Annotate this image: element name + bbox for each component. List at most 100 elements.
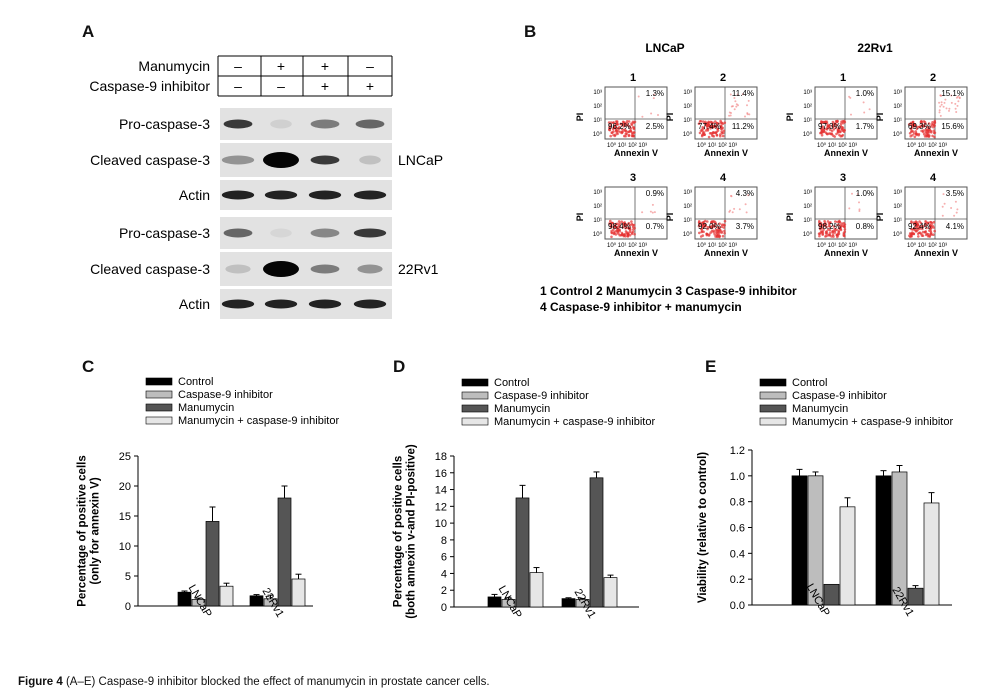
- flow-event: [827, 224, 831, 228]
- quadrant-value: 4.1%: [946, 222, 964, 231]
- flow-x-label: Annexin V: [614, 248, 658, 258]
- flow-event: [924, 128, 927, 132]
- legend-swatch: [759, 391, 787, 400]
- flow-event: [714, 222, 718, 226]
- flow-event: [624, 226, 627, 230]
- flow-event: [607, 121, 611, 124]
- bar: [177, 591, 192, 607]
- flow-event: [709, 132, 713, 135]
- flow-event: [706, 225, 710, 229]
- flow-x-label: Annexin V: [824, 248, 868, 258]
- flow-event: [925, 226, 928, 230]
- y-tick-label: 14: [435, 485, 447, 497]
- flow-event: [940, 101, 943, 104]
- flow-event: [956, 95, 959, 98]
- flow-event: [706, 121, 710, 125]
- quadrant-value: 3.5%: [946, 189, 964, 198]
- legend-label: Manumycin + caspase-9 inhibitor: [792, 416, 953, 428]
- flow-event: [651, 211, 654, 214]
- flow-event: [920, 129, 923, 133]
- flow-event: [953, 214, 956, 217]
- blot-band: [263, 261, 299, 277]
- flow-y-tick: 10⁰: [683, 131, 693, 138]
- legend-swatch: [145, 403, 173, 412]
- flow-event: [824, 230, 828, 234]
- blot-band: [225, 264, 251, 274]
- flow-y-tick: 10³: [893, 90, 902, 96]
- flow-event: [858, 201, 860, 204]
- flow-y-tick: 10¹: [683, 118, 692, 124]
- panel-label-d: D: [393, 357, 406, 376]
- flow-y-tick: 10⁰: [893, 131, 903, 138]
- flow-event: [707, 124, 711, 127]
- flow-event: [863, 111, 866, 114]
- flow-event: [712, 125, 716, 129]
- flow-plot-frame: [814, 186, 878, 240]
- flow-event: [729, 93, 732, 96]
- legend-label: Caspase-9 inhibitor: [792, 390, 887, 402]
- flow-y-label: PI: [785, 213, 795, 222]
- flow-plot-frame: [814, 86, 878, 140]
- flow-event: [824, 223, 828, 226]
- flow-event: [736, 93, 739, 96]
- flow-event: [915, 224, 919, 228]
- flow-event: [625, 223, 629, 226]
- flow-event: [832, 225, 836, 228]
- flow-event: [612, 228, 615, 232]
- flow-y-tick: 10²: [893, 204, 902, 210]
- flow-event: [715, 124, 719, 127]
- flow-event: [939, 94, 942, 97]
- blot-band: [357, 264, 383, 274]
- flow-event: [924, 220, 927, 223]
- blot-band: [359, 155, 381, 165]
- panel-label-a: A: [82, 22, 95, 41]
- flow-event: [922, 132, 926, 136]
- y-tick-label: 10: [435, 518, 447, 530]
- flow-event: [825, 234, 828, 238]
- blot-band: [221, 190, 255, 200]
- flow-event: [851, 192, 853, 195]
- legend-label: Manumycin: [792, 403, 848, 415]
- blot-strip: [220, 252, 392, 286]
- flow-event: [840, 125, 844, 129]
- legend-swatch: [145, 416, 173, 425]
- flow-event: [733, 207, 736, 210]
- flow-event: [950, 94, 953, 97]
- legend-swatch: [461, 391, 489, 400]
- quadrant-value: 77.4%: [698, 122, 721, 131]
- flow-event: [957, 100, 960, 103]
- flow-y-tick: 10³: [593, 190, 602, 196]
- flow-event: [712, 131, 716, 134]
- bar: [561, 598, 576, 608]
- flow-event: [618, 225, 621, 228]
- cell-line-label: LNCaP: [398, 152, 443, 168]
- flow-y-label: PI: [665, 113, 675, 122]
- flow-event: [721, 122, 725, 126]
- flow-event: [705, 232, 708, 236]
- flow-event: [630, 220, 633, 223]
- treatment-label: Manumycin: [138, 58, 210, 74]
- legend-label: Caspase-9 inhibitor: [178, 389, 273, 401]
- flow-event: [718, 228, 722, 232]
- flow-y-tick: 10¹: [593, 218, 602, 224]
- y-tick-label: 0.2: [730, 574, 745, 586]
- blot-row-label: Pro-caspase-3: [119, 116, 210, 132]
- flow-y-label: PI: [875, 113, 885, 122]
- flow-event: [848, 207, 851, 210]
- flow-event: [822, 224, 826, 228]
- treatment-mark: –: [234, 58, 242, 74]
- flow-event: [948, 107, 951, 110]
- flow-event: [641, 211, 644, 214]
- y-axis-label: (both annexin v-and PI-positive): [406, 444, 418, 619]
- flow-event: [716, 226, 719, 229]
- blot-band: [353, 228, 387, 238]
- legend-swatch: [145, 377, 173, 386]
- y-tick-label: 1.0: [730, 471, 745, 483]
- flow-event: [942, 193, 945, 196]
- legend-swatch: [461, 417, 489, 426]
- flow-event: [720, 225, 723, 228]
- flow-event: [833, 229, 837, 232]
- flow-event: [714, 131, 718, 134]
